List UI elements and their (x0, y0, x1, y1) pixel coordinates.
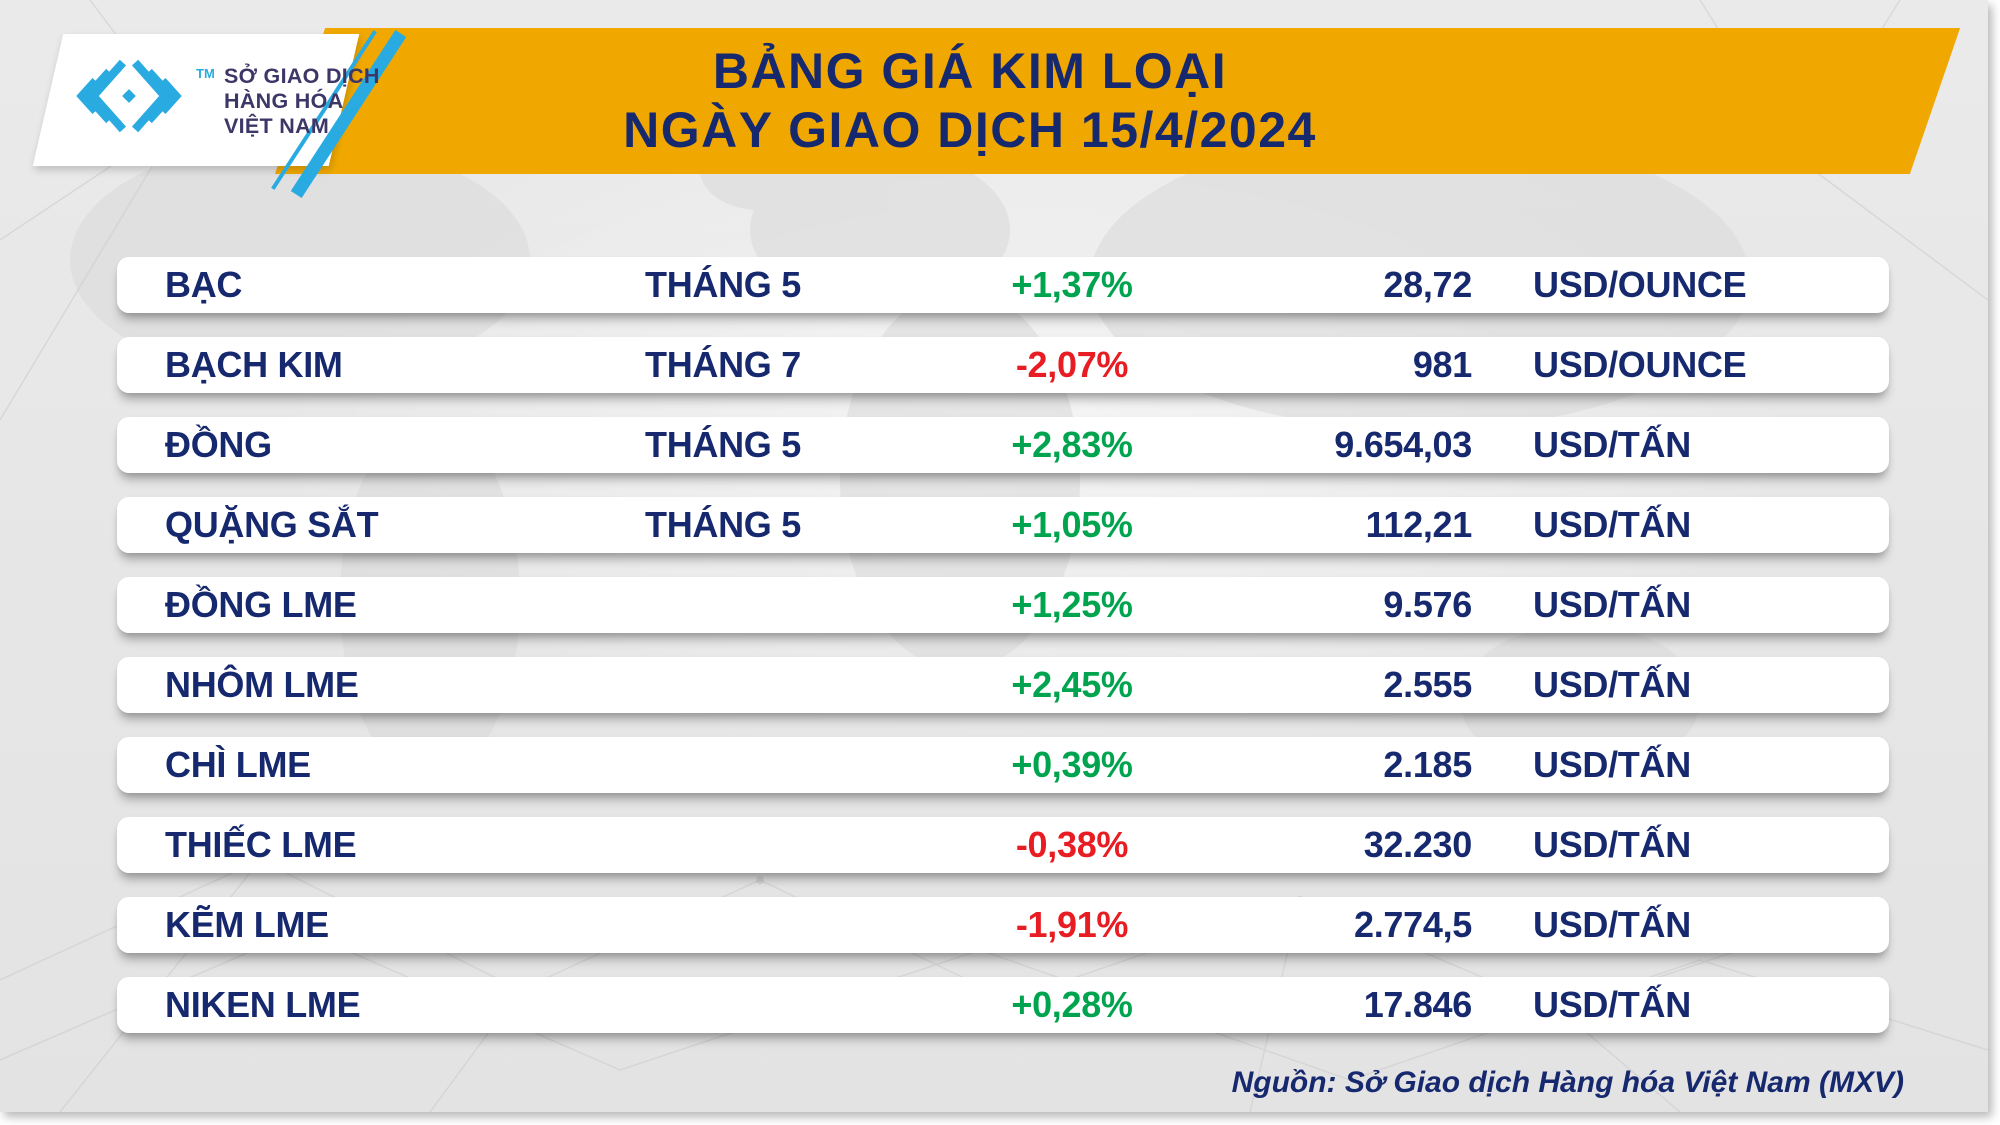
price-value: 2.555 (1383, 664, 1472, 705)
table-row: BẠC THÁNG 5 +1,37% 28,72 USD/OUNCE (117, 257, 1889, 313)
price-unit: USD/TẤN (1533, 584, 1691, 625)
title-line-1: BẢNG GIÁ KIM LOẠI (712, 43, 1228, 99)
percent-change: +0,28% (1011, 984, 1133, 1025)
price-value: 2.774,5 (1353, 904, 1472, 945)
logo-org-line: VIỆT NAM (224, 114, 330, 138)
commodity-name: KẼM LME (165, 904, 329, 945)
percent-change: +2,83% (1011, 424, 1133, 465)
table-row: THIẾC LME -0,38% 32.230 USD/TẤN (117, 817, 1889, 873)
logo-org-line: SỞ GIAO DỊCH (224, 64, 380, 88)
commodity-name: ĐỒNG LME (165, 584, 357, 625)
price-value: 9.654,03 (1334, 424, 1472, 465)
percent-change: -2,07% (1015, 344, 1129, 385)
percent-change: +0,39% (1011, 744, 1133, 785)
commodity-name: THIẾC LME (165, 824, 357, 865)
price-value: 9.576 (1383, 584, 1472, 625)
table-row: CHÌ LME +0,39% 2.185 USD/TẤN (117, 737, 1889, 793)
mxv-logo-icon (76, 59, 182, 133)
price-unit: USD/TẤN (1533, 984, 1691, 1025)
commodity-name: ĐỒNG (165, 424, 272, 465)
logo-org-name: SỞ GIAO DỊCH HÀNG HÓA VIỆT NAM (224, 64, 380, 139)
price-table: BẠC THÁNG 5 +1,37% 28,72 USD/OUNCE BẠCH … (117, 257, 1889, 1057)
contract-month: THÁNG 5 (645, 264, 801, 305)
percent-change: -0,38% (1015, 824, 1129, 865)
price-unit: USD/TẤN (1533, 904, 1691, 945)
commodity-name: BẠCH KIM (165, 344, 343, 385)
source-note: Nguồn: Sở Giao dịch Hàng hóa Việt Nam (M… (1231, 1066, 1904, 1099)
commodity-name: NHÔM LME (165, 664, 359, 705)
percent-change: +1,25% (1011, 584, 1133, 625)
table-row: NHÔM LME +2,45% 2.555 USD/TẤN (117, 657, 1889, 713)
percent-change: +1,05% (1011, 504, 1133, 545)
page-title: BẢNG GIÁ KIM LOẠI NGÀY GIAO DỊCH 15/4/20… (320, 28, 1620, 174)
logo-org-line: HÀNG HÓA (224, 89, 344, 113)
table-row: ĐỒNG LME +1,25% 9.576 USD/TẤN (117, 577, 1889, 633)
percent-change: +2,45% (1011, 664, 1133, 705)
trademark-symbol: TM (196, 66, 215, 81)
commodity-name: CHÌ LME (165, 744, 311, 785)
price-value: 17.846 (1363, 984, 1473, 1025)
table-row: ĐỒNG THÁNG 5 +2,83% 9.654,03 USD/TẤN (117, 417, 1889, 473)
price-unit: USD/TẤN (1533, 824, 1691, 865)
commodity-name: NIKEN LME (165, 984, 361, 1025)
contract-month: THÁNG 5 (645, 504, 801, 545)
table-row: QUẶNG SẮT THÁNG 5 +1,05% 112,21 USD/TẤN (117, 497, 1889, 553)
contract-month: THÁNG 7 (645, 344, 801, 385)
price-value: 2.185 (1383, 744, 1472, 785)
contract-month: THÁNG 5 (645, 424, 801, 465)
price-unit: USD/TẤN (1533, 664, 1691, 705)
commodity-name: BẠC (165, 264, 243, 305)
title-line-2: NGÀY GIAO DỊCH 15/4/2024 (623, 102, 1317, 158)
table-row: KẼM LME -1,91% 2.774,5 USD/TẤN (117, 897, 1889, 953)
price-value: 112,21 (1365, 504, 1473, 545)
commodity-name: QUẶNG SẮT (165, 504, 379, 545)
price-value: 28,72 (1383, 264, 1472, 305)
table-row: BẠCH KIM THÁNG 7 -2,07% 981 USD/OUNCE (117, 337, 1889, 393)
price-unit: USD/TẤN (1533, 504, 1691, 545)
price-value: 981 (1412, 344, 1472, 385)
price-unit: USD/TẤN (1533, 744, 1691, 785)
percent-change: +1,37% (1011, 264, 1133, 305)
price-unit: USD/OUNCE (1533, 344, 1747, 385)
price-unit: USD/OUNCE (1533, 264, 1747, 305)
table-row: NIKEN LME +0,28% 17.846 USD/TẤN (117, 977, 1889, 1033)
price-unit: USD/TẤN (1533, 424, 1691, 465)
percent-change: -1,91% (1015, 904, 1129, 945)
price-value: 32.230 (1363, 824, 1473, 865)
